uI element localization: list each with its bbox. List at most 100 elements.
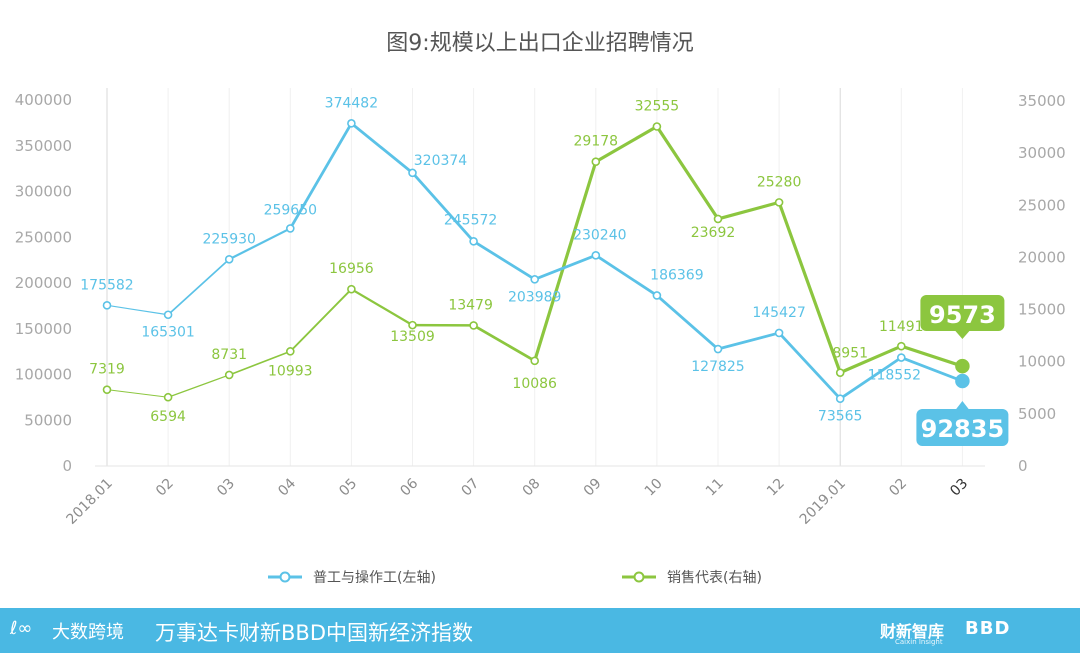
x-axis: 2018.01 02 03 04 05 06 07 08 09 10 11 12 2019.01 02 03 bbox=[64, 475, 972, 527]
x-tick-label: 02 bbox=[886, 476, 910, 500]
blue-data-label: 259650 bbox=[264, 202, 317, 218]
footer-banner: ℓ∞ 大数跨境 万事达卡财新BBD中国新经济指数 财新智库 Caixin Ins… bbox=[0, 608, 1080, 653]
series-segment bbox=[350, 288, 414, 327]
green-point bbox=[408, 320, 417, 330]
series-segment bbox=[289, 288, 353, 353]
series-segment bbox=[716, 331, 781, 351]
right-tick-label: 10000 bbox=[1018, 353, 1066, 371]
series-segment bbox=[899, 344, 965, 368]
blue-data-label: 175582 bbox=[80, 277, 133, 293]
blue-point bbox=[530, 275, 540, 284]
left-tick-label: 400000 bbox=[15, 91, 72, 109]
left-tick-label: 250000 bbox=[15, 228, 72, 246]
blue-point bbox=[102, 301, 112, 310]
blue-point bbox=[347, 119, 356, 128]
series-green bbox=[102, 122, 970, 402]
right-tick-label: 0 bbox=[1018, 457, 1028, 475]
x-tick-label: 08 bbox=[520, 476, 544, 500]
blue-data-label: 186369 bbox=[650, 267, 703, 283]
blue-callout-label: 92835 bbox=[921, 415, 1005, 443]
green-data-label: 25280 bbox=[757, 174, 802, 190]
series-segment bbox=[228, 350, 292, 376]
x-tick-label: 2018.01 bbox=[64, 476, 116, 528]
green-point bbox=[285, 347, 295, 356]
series-segment bbox=[594, 124, 659, 164]
green-data-label: 10086 bbox=[512, 376, 557, 392]
series-segment bbox=[594, 253, 659, 297]
blue-point bbox=[224, 254, 234, 264]
x-tick-label: 2019.01 bbox=[797, 476, 849, 528]
left-tick-label: 50000 bbox=[24, 411, 72, 429]
blue-point bbox=[896, 353, 906, 362]
legend-swatch-marker bbox=[633, 571, 645, 583]
green-data-label: 32555 bbox=[635, 98, 680, 114]
green-point bbox=[652, 122, 662, 131]
green-data-label: 13509 bbox=[390, 329, 435, 345]
x-tick-label: 10 bbox=[642, 476, 666, 500]
blue-point bbox=[408, 168, 417, 178]
green-point bbox=[591, 157, 601, 167]
green-data-label: 8731 bbox=[211, 347, 247, 363]
series-segment bbox=[167, 374, 230, 398]
series-segment bbox=[349, 121, 414, 175]
series-segment bbox=[838, 356, 903, 401]
left-tick-label: 100000 bbox=[15, 366, 72, 384]
blue-point bbox=[591, 251, 601, 260]
caixin-insight-logo: 财新智库 bbox=[880, 622, 945, 641]
green-point bbox=[163, 392, 173, 402]
green-point bbox=[835, 368, 845, 377]
caixin-insight-sub: Caixin Insight bbox=[895, 638, 943, 646]
blue-data-label: 118552 bbox=[868, 368, 921, 384]
blue-data-label: 145427 bbox=[752, 305, 805, 321]
x-tick-label: 07 bbox=[459, 476, 483, 500]
green-point bbox=[347, 284, 356, 294]
green-callout-bubble bbox=[920, 295, 1005, 331]
left-axis: 0 50000 100000 150000 200000 250000 300000 3500… bbox=[15, 91, 72, 475]
bbd-logo: BBD bbox=[965, 618, 1011, 639]
blue-data-label: 320374 bbox=[414, 153, 468, 169]
series-segment bbox=[655, 124, 720, 221]
blue-data-label: 225930 bbox=[202, 231, 255, 247]
green-data-label: 16956 bbox=[329, 261, 374, 277]
x-tick-label: 06 bbox=[397, 475, 421, 499]
green-callout-label: 9573 bbox=[929, 301, 996, 329]
series-segment bbox=[106, 304, 169, 316]
x-tick-label: 05 bbox=[336, 476, 360, 500]
blue-callout-bubble bbox=[916, 409, 1009, 446]
green-point bbox=[774, 198, 784, 207]
green-data-label: 6594 bbox=[150, 409, 186, 425]
left-tick-label: 0 bbox=[62, 457, 72, 475]
green-data-label: 11491 bbox=[879, 319, 924, 335]
brand-mark-icon: ℓ∞ bbox=[10, 618, 33, 639]
x-tick-label: 11 bbox=[703, 476, 727, 500]
blue-data-label: 127825 bbox=[691, 359, 744, 375]
blue-data-label: 245572 bbox=[444, 212, 497, 228]
series-segment bbox=[106, 389, 169, 398]
chart: 图9:规模以上出口企业招聘情况 050000100000150000200000… bbox=[15, 31, 1066, 586]
series-segment bbox=[288, 121, 353, 230]
blue-point bbox=[285, 224, 295, 233]
legend-label: 销售代表(右轴) bbox=[667, 570, 762, 586]
left-tick-label: 200000 bbox=[15, 274, 72, 292]
series-segment bbox=[411, 171, 476, 243]
blue-point bbox=[835, 394, 845, 403]
green-data-label: 8951 bbox=[832, 346, 868, 362]
legend-swatch-marker bbox=[279, 571, 291, 583]
series-segment bbox=[777, 200, 842, 375]
blue-data-label: 203989 bbox=[508, 289, 561, 305]
callouts: 9573 92835 bbox=[916, 295, 1009, 446]
x-tick-label: 03 bbox=[947, 476, 971, 500]
series-segment bbox=[228, 227, 292, 261]
series-segment bbox=[899, 356, 964, 383]
left-tick-label: 300000 bbox=[15, 183, 72, 201]
blue-point bbox=[163, 310, 173, 320]
blue-point bbox=[774, 328, 784, 338]
legend: 普工与操作工(左轴) 销售代表(右轴) bbox=[268, 570, 762, 586]
grid bbox=[95, 88, 985, 467]
right-tick-label: 5000 bbox=[1018, 405, 1056, 423]
green-data-label: 7319 bbox=[89, 362, 125, 378]
series-segment bbox=[655, 294, 720, 351]
series-segment bbox=[472, 239, 537, 281]
blue-data-label: 73565 bbox=[818, 409, 863, 425]
series-segment bbox=[533, 160, 598, 363]
